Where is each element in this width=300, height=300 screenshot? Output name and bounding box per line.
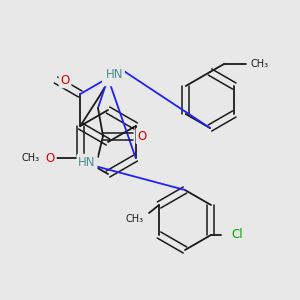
Text: O: O <box>46 152 55 164</box>
Text: O: O <box>137 130 147 142</box>
Text: N: N <box>103 71 112 85</box>
Text: CH₃: CH₃ <box>21 153 39 163</box>
Text: Cl: Cl <box>231 229 243 242</box>
Text: HN: HN <box>106 68 123 80</box>
Text: HN: HN <box>78 155 96 169</box>
Text: O: O <box>60 74 70 86</box>
Text: CH₃: CH₃ <box>251 59 269 69</box>
Text: CH₃: CH₃ <box>126 214 144 224</box>
